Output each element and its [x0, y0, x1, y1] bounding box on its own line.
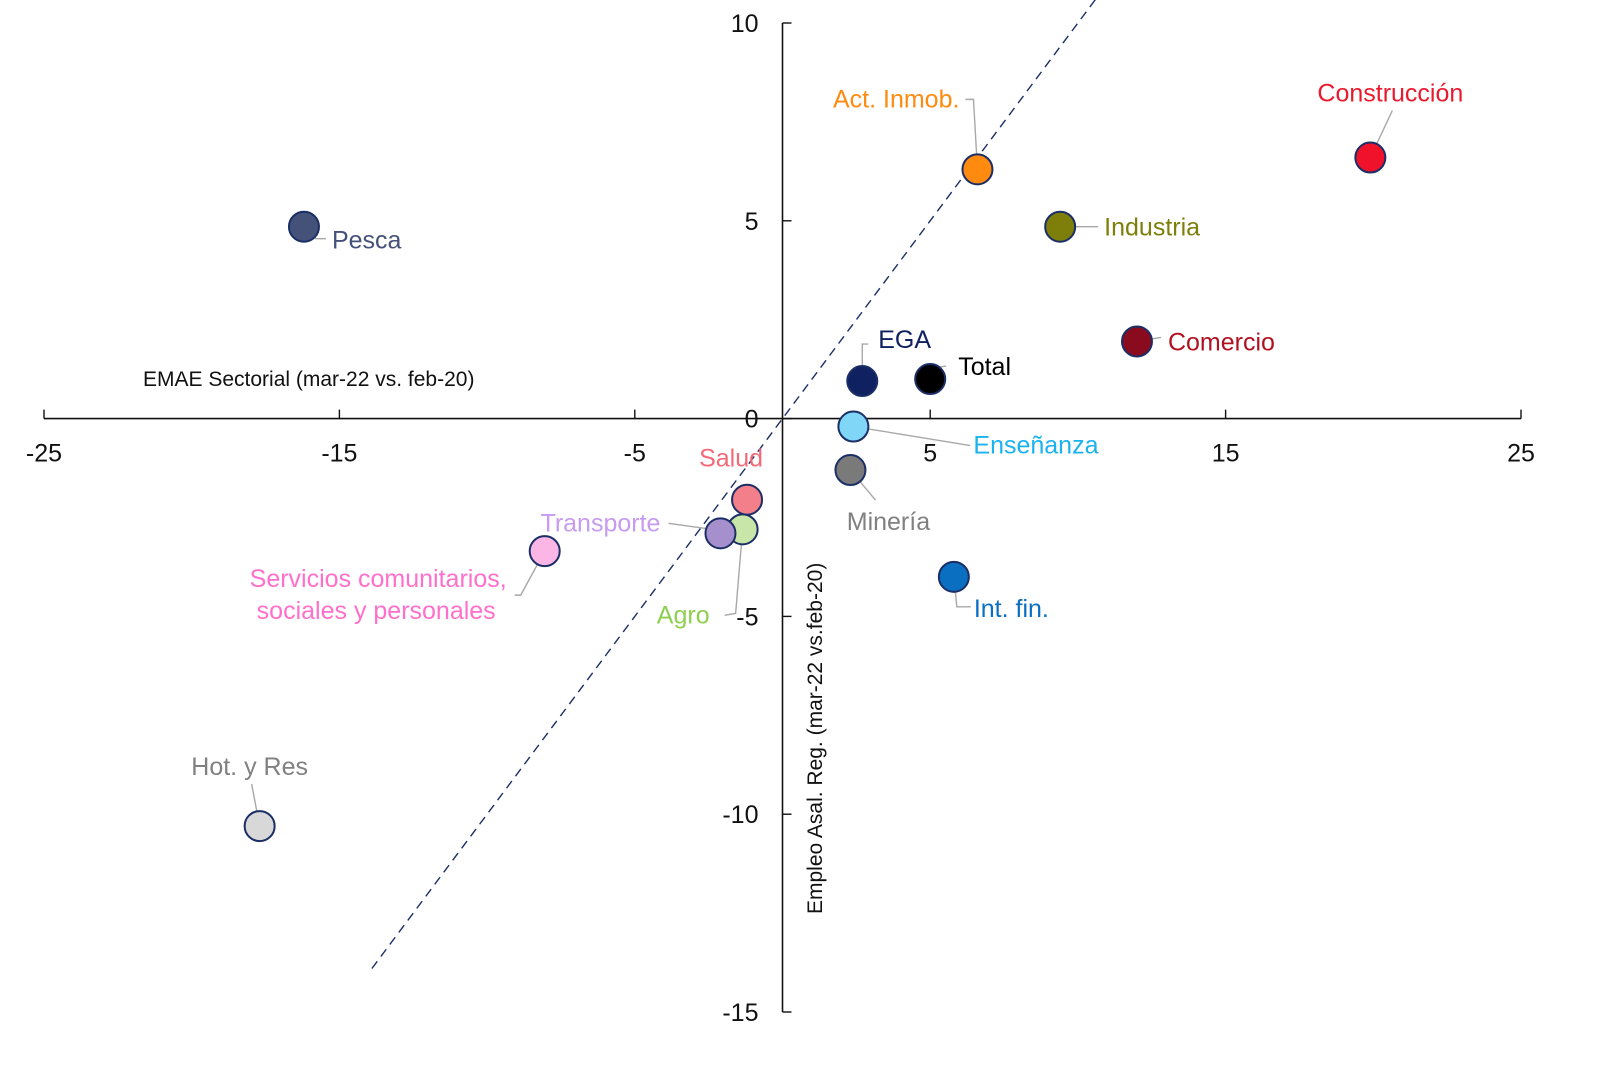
x-tick-label: -15: [321, 440, 357, 468]
label-line: sociales y personales: [257, 597, 496, 625]
point-ensenanza: [837, 410, 870, 443]
label-ega: EGA: [878, 326, 931, 354]
x-tick-label: 25: [1507, 440, 1535, 468]
label-salud: Salud: [699, 445, 763, 473]
y-tick-label: 5: [745, 208, 759, 236]
label-act-inmob: Act. Inmob.: [833, 85, 959, 113]
point-mineria: [834, 454, 867, 487]
y-tick-label: -5: [736, 603, 758, 631]
label-transporte: Transporte: [540, 509, 660, 537]
x-tick-label: -25: [26, 440, 62, 468]
label-mineria: Minería: [847, 508, 930, 536]
leader-line-agro: [724, 529, 744, 617]
point-total: [914, 363, 947, 396]
label-total: Total: [958, 353, 1011, 381]
label-servicios-comunitarios-sociales-y-personales: Servicios comunitarios, sociales y person…: [250, 565, 507, 625]
y-axis-title: Empleo Asal. Reg. (mar-22 vs.feb-20): [804, 563, 827, 914]
y-tick-label: 10: [731, 10, 759, 38]
x-axis-title: EMAE Sectorial (mar-22 vs. feb-20): [143, 368, 474, 391]
point-hot-y-res: [243, 810, 276, 843]
label-hot-y-res: Hot. y Res: [191, 753, 308, 781]
y-tick-label: 0: [745, 406, 759, 434]
point-comercio: [1120, 325, 1153, 358]
point-ega: [846, 365, 879, 398]
point-industria: [1044, 210, 1077, 243]
point-act-inmob: [961, 153, 994, 186]
x-tick-label: -5: [624, 440, 646, 468]
label-ensenanza: Enseñanza: [973, 432, 1098, 460]
label-agro: Agro: [657, 601, 710, 629]
y-tick-label: -15: [722, 999, 758, 1027]
point-transporte: [704, 517, 737, 550]
point-salud: [731, 483, 764, 516]
label-comercio: Comercio: [1168, 328, 1275, 356]
leader-line-servicios-comunitarios-sociales-y-personales: [514, 550, 546, 596]
leader-line-act-inmob: [965, 98, 979, 170]
label-pesca: Pesca: [332, 227, 402, 255]
label-int-fin: Int. fin.: [974, 595, 1049, 623]
point-construccion: [1354, 141, 1387, 174]
point-pesca: [287, 210, 320, 243]
leader-line-ensenanza: [853, 425, 971, 447]
x-tick-label: 5: [923, 440, 937, 468]
label-construccion: Construcción: [1317, 80, 1463, 108]
label-line: Servicios comunitarios,: [250, 565, 507, 593]
x-tick-label: 15: [1212, 440, 1240, 468]
point-servicios-comunitarios-sociales-y-personales: [528, 535, 561, 568]
point-int-fin: [937, 560, 970, 593]
label-industria: Industria: [1104, 214, 1200, 242]
y-tick-label: -10: [722, 801, 758, 829]
